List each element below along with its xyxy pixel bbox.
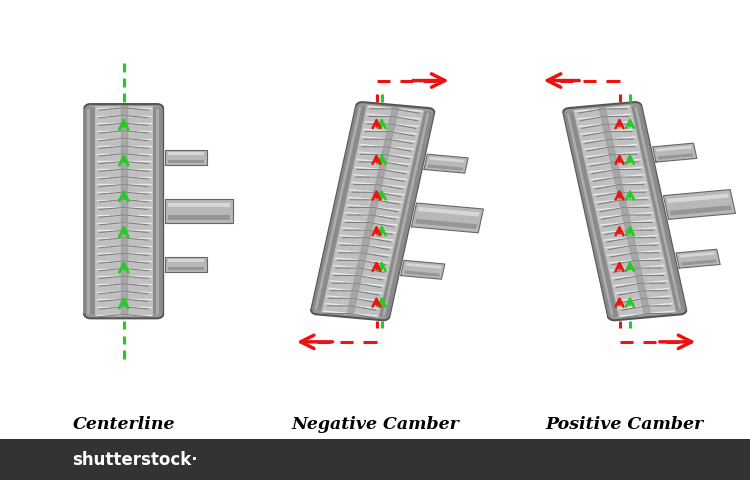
Polygon shape <box>311 106 366 311</box>
Polygon shape <box>156 109 158 313</box>
Polygon shape <box>632 106 686 311</box>
Polygon shape <box>321 105 424 317</box>
Polygon shape <box>411 203 484 233</box>
Polygon shape <box>652 143 697 162</box>
Polygon shape <box>667 193 729 203</box>
Polygon shape <box>681 259 717 265</box>
Text: Centerline: Centerline <box>73 416 175 433</box>
Polygon shape <box>85 108 94 314</box>
Polygon shape <box>380 111 434 317</box>
Text: Negative Camber: Negative Camber <box>291 416 459 433</box>
Polygon shape <box>311 102 434 320</box>
Polygon shape <box>429 157 465 163</box>
Polygon shape <box>427 165 463 170</box>
Polygon shape <box>165 150 207 165</box>
Polygon shape <box>168 215 230 219</box>
Polygon shape <box>415 219 477 229</box>
Polygon shape <box>599 107 650 315</box>
Polygon shape <box>165 257 207 273</box>
Polygon shape <box>634 107 682 310</box>
Polygon shape <box>404 271 439 276</box>
Polygon shape <box>424 154 468 173</box>
Polygon shape <box>168 203 230 207</box>
Bar <box>0 439 750 480</box>
Polygon shape <box>88 109 90 313</box>
Polygon shape <box>406 263 441 269</box>
Polygon shape <box>656 146 692 152</box>
Polygon shape <box>566 113 614 316</box>
Polygon shape <box>670 205 732 216</box>
Polygon shape <box>168 267 204 270</box>
Polygon shape <box>94 107 153 316</box>
Polygon shape <box>563 111 618 317</box>
Polygon shape <box>165 199 232 223</box>
Polygon shape <box>168 160 204 163</box>
Polygon shape <box>153 108 164 314</box>
Polygon shape <box>85 104 164 318</box>
Polygon shape <box>168 152 204 155</box>
Text: Positive Camber: Positive Camber <box>546 416 704 433</box>
Polygon shape <box>663 190 736 219</box>
Polygon shape <box>314 107 362 310</box>
Polygon shape <box>168 259 204 262</box>
Polygon shape <box>121 107 127 316</box>
Polygon shape <box>680 252 715 258</box>
Polygon shape <box>418 207 480 216</box>
Polygon shape <box>676 249 720 268</box>
Polygon shape <box>400 260 445 279</box>
Polygon shape <box>347 107 398 315</box>
Polygon shape <box>382 113 430 316</box>
Polygon shape <box>658 153 693 159</box>
Polygon shape <box>563 102 686 320</box>
Text: shutterstock·: shutterstock· <box>72 451 198 469</box>
Polygon shape <box>573 105 676 317</box>
